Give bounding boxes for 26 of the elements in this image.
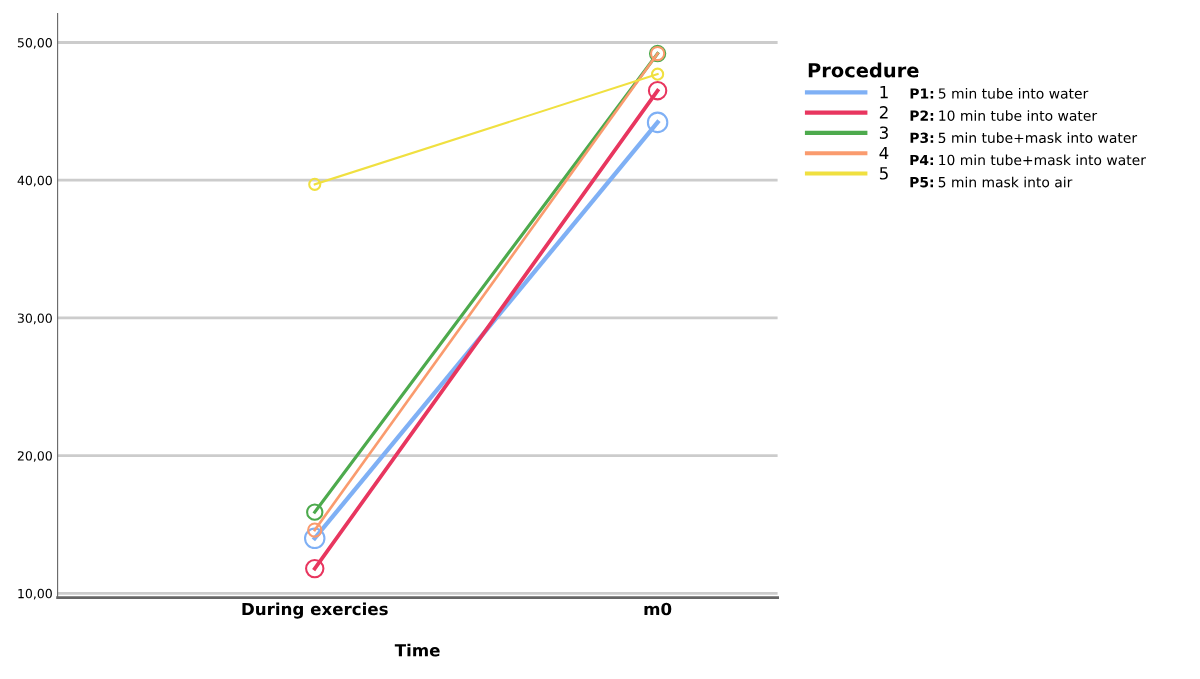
text: P3: 5 min tube+mask into water [910, 132, 1138, 144]
point [647, 80, 668, 101]
legend-label: 4 [879, 146, 889, 160]
text: P2: 10 min tube into water [910, 110, 1098, 121]
x-tick-label: m0 [644, 602, 672, 616]
legend-label: 2 [879, 106, 888, 119]
point [306, 503, 324, 521]
legend-label: 5 [879, 167, 888, 180]
y-tick-label: 40,00 [17, 175, 52, 187]
y-tick-label: 30,00 [17, 313, 52, 325]
legend-title: Procedure [808, 62, 919, 78]
point [308, 177, 322, 191]
text: P5: 5 min mask into air [910, 176, 1073, 188]
y-tick-label: 50,00 [17, 37, 52, 49]
point [646, 111, 669, 134]
x-tick-label: During exercies [242, 602, 388, 619]
y-tick-label: 10,00 [18, 588, 52, 600]
point [651, 67, 665, 81]
legend-label: 1 [880, 86, 888, 99]
point [303, 527, 326, 550]
point [305, 558, 325, 579]
y-tick-label: 20,00 [17, 451, 52, 462]
text: P4: 10 min tube+mask into water [910, 154, 1146, 166]
legend-label: 3 [879, 126, 888, 140]
x-axis-title: Time [394, 643, 440, 657]
text: P1: 5 min tube into water [910, 87, 1089, 99]
